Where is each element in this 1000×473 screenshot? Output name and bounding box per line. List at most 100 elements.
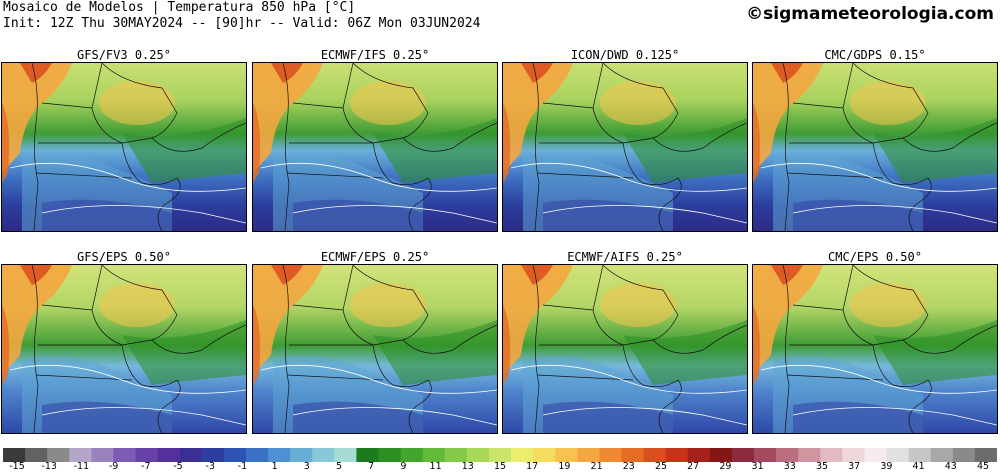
- model-panel: GFS/FV3 0.25°: [1, 48, 247, 232]
- colorbar-swatch: [864, 448, 888, 462]
- colorbar-swatch: [444, 448, 468, 462]
- colorbar-swatch: [798, 448, 821, 462]
- colorbar-swatch: [533, 448, 556, 462]
- colorbar-swatch: [599, 448, 622, 462]
- colorbar-tick-label: 9: [400, 461, 407, 472]
- temperature-map: [252, 264, 498, 434]
- colorbar-tick-label: -13: [41, 461, 57, 472]
- colorbar-swatch: [577, 448, 600, 462]
- colorbar-swatch: [179, 448, 203, 462]
- colorbar-tick-label: -5: [173, 461, 183, 472]
- colorbar-swatch: [820, 448, 843, 462]
- temperature-map: [252, 62, 498, 232]
- colorbar-swatch: [290, 448, 313, 462]
- model-panel: CMC/EPS 0.50°: [752, 250, 998, 434]
- colorbar-tick-label: 23: [622, 461, 635, 472]
- colorbar-tick-label: -1: [237, 461, 248, 472]
- temperature-map: [502, 264, 748, 434]
- colorbar-tick-label: 17: [526, 461, 539, 472]
- colorbar-tick-label: 39: [880, 461, 893, 472]
- colorbar-swatch: [245, 448, 269, 462]
- colorbar-swatch: [886, 448, 910, 462]
- map-image: [753, 265, 997, 433]
- colorbar-tick-label: -15: [9, 461, 25, 472]
- temperature-map: [1, 264, 247, 434]
- model-panel: ICON/DWD 0.125°: [502, 48, 748, 232]
- model-panel: CMC/GDPS 0.15°: [752, 48, 998, 232]
- colorbar-swatch: [400, 448, 424, 462]
- map-image: [753, 63, 997, 231]
- panel-title: ECMWF/EPS 0.25°: [320, 250, 430, 264]
- colorbar-swatch: [842, 448, 865, 462]
- temperature-map: [502, 62, 748, 232]
- colorbar-tick-label: 27: [687, 461, 700, 472]
- colorbar-swatch: [466, 448, 490, 462]
- colorbar-swatch: [422, 448, 446, 462]
- colorbar-tick-label: 31: [751, 461, 764, 472]
- colorbar-swatch: [201, 448, 225, 462]
- colorbar-swatch: [952, 448, 976, 462]
- colorbar-swatch: [3, 448, 26, 462]
- temperature-map: [1, 62, 247, 232]
- temperature-map: [752, 62, 998, 232]
- map-image: [503, 265, 747, 433]
- colorbar-swatch: [113, 448, 137, 462]
- colorbar-tick-label: 5: [335, 461, 343, 472]
- colorbar-swatch: [135, 448, 159, 462]
- colorbar: [3, 448, 997, 462]
- panel-title: ICON/DWD 0.125°: [570, 48, 680, 62]
- colorbar-swatch: [488, 448, 512, 462]
- colorbar-swatch: [312, 448, 335, 462]
- panel-title: ECMWF/IFS 0.25°: [320, 48, 430, 62]
- colorbar-swatch: [621, 448, 645, 462]
- colorbar-tick-label: -11: [73, 461, 90, 472]
- colorbar-tick-label: -9: [108, 461, 119, 472]
- colorbar-swatch: [223, 448, 247, 462]
- colorbar-swatch: [378, 448, 402, 462]
- colorbar-swatch: [731, 448, 755, 462]
- run-info: Init: 12Z Thu 30MAY2024 -- [90]hr -- Val…: [3, 16, 481, 31]
- panel-title: GFS/FV3 0.25°: [77, 48, 171, 62]
- colorbar-swatch: [69, 448, 92, 462]
- panel-title: CMC/GDPS 0.15°: [824, 48, 926, 62]
- model-panel: ECMWF/IFS 0.25°: [252, 48, 498, 232]
- colorbar-tick-label: 25: [654, 461, 668, 472]
- colorbar-swatch: [157, 448, 181, 462]
- map-image: [253, 265, 497, 433]
- colorbar-tick-label: 33: [783, 461, 796, 472]
- colorbar-swatch: [665, 448, 689, 462]
- colorbar-tick-label: 19: [558, 461, 571, 472]
- colorbar-swatch: [754, 448, 777, 462]
- model-panel: ECMWF/EPS 0.25°: [252, 250, 498, 434]
- colorbar-tick-label: 41: [912, 461, 925, 472]
- colorbar-swatch: [930, 448, 954, 462]
- colorbar-tick-label: 43: [944, 461, 957, 472]
- colorbar-tick-label: 13: [461, 461, 474, 472]
- colorbar-tick-label: -3: [205, 461, 215, 472]
- map-image: [2, 265, 246, 433]
- colorbar-swatch: [47, 448, 70, 462]
- colorbar-swatch: [709, 448, 733, 462]
- colorbar-tick-label: 11: [429, 461, 442, 472]
- map-image: [253, 63, 497, 231]
- map-image: [2, 63, 246, 231]
- colorbar-swatch: [776, 448, 799, 462]
- colorbar-tick-label: 45: [976, 461, 990, 472]
- colorbar-swatch: [334, 448, 357, 462]
- model-panel: ECMWF/AIFS 0.25°: [502, 250, 748, 434]
- panel-title: ECMWF/AIFS 0.25°: [567, 250, 683, 264]
- colorbar-swatch: [356, 448, 380, 462]
- map-image: [503, 63, 747, 231]
- colorbar-tick-label: 21: [590, 461, 603, 472]
- colorbar-tick-label: 29: [719, 461, 732, 472]
- colorbar-swatch: [555, 448, 578, 462]
- colorbar-swatch: [511, 448, 534, 462]
- colorbar-swatch: [974, 448, 997, 462]
- colorbar-tick-label: -7: [141, 461, 151, 472]
- colorbar-tick-label: 15: [493, 461, 507, 472]
- colorbar-tick-label: 35: [815, 461, 829, 472]
- colorbar-swatch: [687, 448, 711, 462]
- colorbar-labels: -15 -13 -11 -9 -7 -5 -3 -1 1 3 5 7 9 11 13 15 17 19 21 23 25…: [3, 461, 997, 473]
- colorbar-swatch: [91, 448, 114, 462]
- site-credit: ©sigmameteorologia.com: [746, 4, 994, 24]
